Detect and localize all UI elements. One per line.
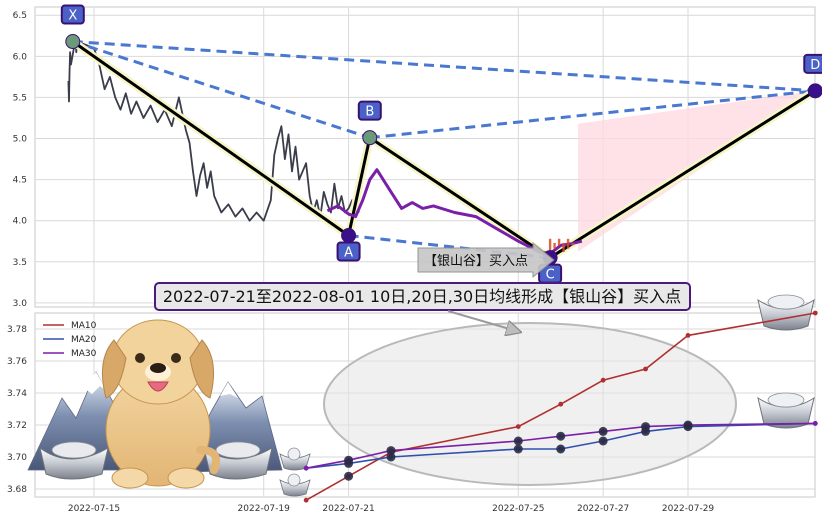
date-tick-label: 2022-07-25 [492, 504, 544, 514]
pattern-point-a [341, 227, 357, 243]
legend-label-ma10: MA10 [71, 321, 97, 331]
moving-average-cross-points [344, 420, 693, 481]
pattern-point-label: X [68, 9, 77, 24]
decorative-illustration [27, 294, 815, 497]
pattern-banner: 2022-07-21至2022-08-01 10日,20日,30日均线形成【银山… [154, 282, 691, 311]
pattern-point-label-box [357, 100, 382, 121]
dashed-connector-xb [72, 40, 371, 140]
dashed-connector-xd [72, 40, 816, 93]
silver-ingot-left-icon [39, 441, 109, 480]
date-tick-label: 2022-07-27 [577, 504, 629, 514]
ma-tick-label: 3.70 [7, 453, 27, 463]
ma-legend: MA10 MA20 MA30 [43, 321, 97, 359]
date-tick-label: 2022-07-19 [238, 504, 291, 514]
point-ma10 [600, 377, 606, 383]
recent-volatility-bars [548, 238, 574, 252]
ma-cross-point [598, 436, 608, 446]
ma-tick-label: 3.72 [7, 421, 27, 431]
mountain-snow-cap-icon [84, 372, 108, 394]
ma-cross-point [683, 420, 693, 430]
pattern-leg-lines [68, 37, 820, 262]
ma-tick-label: 3.76 [7, 357, 27, 367]
pattern-points: X A B C D [60, 4, 822, 284]
legend-label-ma20: MA20 [71, 335, 97, 345]
ma-cross-point [641, 422, 651, 432]
pattern-point-label: C [546, 268, 555, 283]
point-ma10 [558, 401, 564, 407]
price-tick-label: 3.0 [13, 299, 28, 309]
point-ma10 [812, 310, 818, 316]
recent-bar [571, 242, 574, 246]
price-tick-label: 3.5 [13, 258, 27, 268]
recent-bar [562, 242, 565, 252]
ma-tick-label: 3.74 [7, 389, 27, 399]
date-tick-label: 2022-07-29 [662, 504, 715, 514]
ma-cross-point [344, 455, 354, 465]
ma-tick-label: 3.78 [7, 325, 27, 335]
pattern-point-label: B [365, 105, 374, 120]
ma-tick-label: 3.68 [7, 485, 27, 495]
recent-bar [557, 238, 561, 246]
ma-cross-point [386, 446, 396, 456]
price-panel: 3.0 3.5 4.0 4.5 5.0 5.5 6.0 6.5 X A B C D 【银山谷】买入点 [13, 4, 822, 309]
date-axis-tick-labels: 2022-07-15 2022-07-19 2022-07-21 2022-07-25… [68, 504, 715, 514]
point-ma10 [643, 366, 648, 372]
point-ma30 [303, 465, 309, 471]
price-tick-label: 4.5 [13, 176, 27, 186]
pattern-point-label-box [60, 4, 85, 25]
ma-cross-point [513, 436, 523, 446]
pattern-point-d [807, 83, 822, 99]
silver-ingot-right-icon [203, 441, 273, 480]
ma-cross-point [556, 431, 566, 441]
price-tick-label: 5.0 [13, 135, 28, 145]
banner-text: 2022-07-21至2022-08-01 10日,20日,30日均线形成【银山… [163, 287, 681, 306]
pattern-point-label-box [336, 241, 361, 262]
ma-cross-point [386, 452, 396, 462]
dashed-connector-bd [369, 89, 816, 140]
ma-cross-point [556, 444, 566, 454]
mountain-right-snow-icon [220, 382, 238, 398]
legend-label-ma30: MA30 [71, 349, 97, 359]
pattern-point-b [362, 130, 378, 146]
pattern-point-label: D [810, 58, 820, 73]
ma-cross-point [344, 471, 354, 481]
pattern-leg-xa [71, 40, 351, 237]
bc-d-projection-zone [578, 90, 816, 252]
price-tick-label: 4.0 [13, 217, 28, 227]
price-axis-tick-labels: 3.0 3.5 4.0 4.5 5.0 5.5 6.0 6.5 [13, 11, 28, 309]
recent-bar [553, 242, 556, 249]
recent-bar [548, 238, 552, 252]
pattern-point-x [65, 34, 81, 50]
pattern-leg-ab [347, 136, 372, 237]
pattern-point-label-box [803, 53, 822, 74]
price-tick-label: 5.5 [13, 93, 27, 103]
price-tick-label: 6.5 [13, 11, 27, 21]
price-tick-label: 6.0 [13, 52, 28, 62]
point-ma30 [812, 421, 818, 426]
silver-ingot-small-icon [279, 447, 311, 497]
ma-cross-point [513, 444, 523, 454]
silver-ingot-top-right-icon [757, 294, 815, 331]
pattern-leg-bc [368, 136, 552, 260]
ma-cross-point [598, 426, 608, 436]
signal-label: 【银山谷】买入点 [424, 254, 528, 269]
point-ma10 [303, 497, 309, 503]
banner-pointer-arrow [447, 310, 520, 332]
point-ma10 [515, 424, 521, 429]
pattern-point-label: A [344, 245, 353, 260]
recent-bar [566, 238, 570, 249]
moving-average-panel: 3.683.703.723.743.763.78 2022-07-15 2022-… [7, 294, 818, 514]
point-ma10 [685, 333, 691, 338]
dog-mascot-icon [101, 319, 221, 489]
silver-ingot-mid-right-icon [757, 392, 815, 429]
signal-arrow: 【银山谷】买入点 [417, 241, 555, 279]
date-tick-label: 2022-07-21 [322, 504, 374, 514]
ma-axis-tick-labels: 3.68 3.70 3.72 3.74 3.76 3.78 [7, 325, 27, 495]
date-tick-label: 2022-07-15 [68, 504, 120, 514]
pattern-leg-cd [548, 89, 817, 260]
